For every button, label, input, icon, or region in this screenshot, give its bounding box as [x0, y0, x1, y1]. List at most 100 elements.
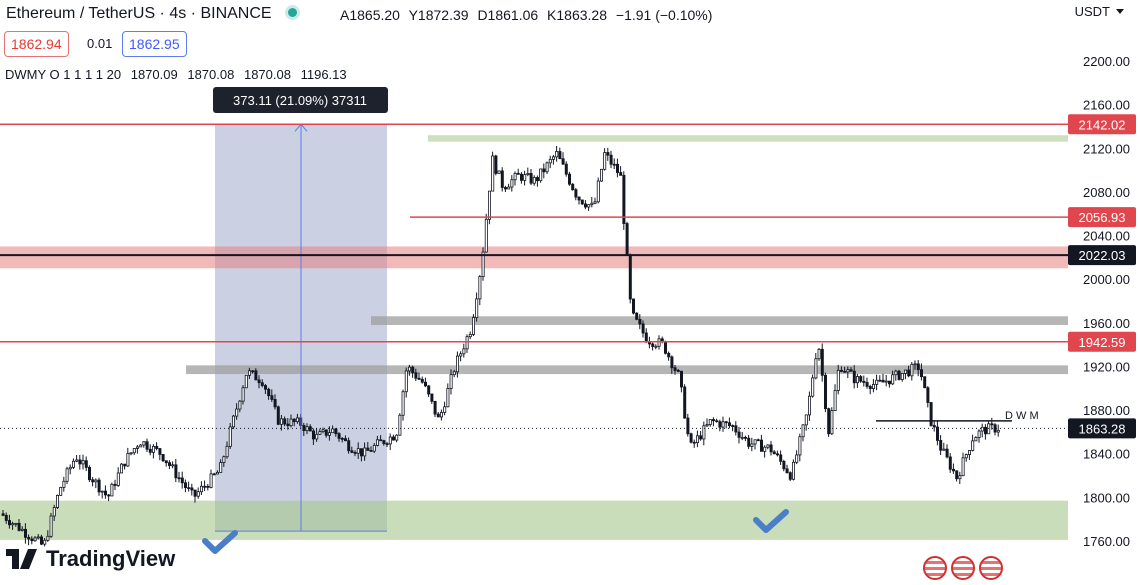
candle-body — [49, 515, 53, 537]
candle-body — [856, 376, 860, 384]
zone-red — [0, 246, 1068, 269]
sell-button[interactable]: 1862.94 — [4, 31, 69, 57]
candle-body — [782, 460, 786, 470]
candle-body — [916, 363, 920, 371]
candle-body — [327, 432, 331, 436]
zone-gray — [371, 316, 1068, 325]
candle-body — [683, 386, 687, 419]
candle-body — [177, 477, 181, 480]
candle-body — [702, 425, 706, 440]
candle-body — [705, 424, 709, 427]
candle-body — [209, 473, 213, 488]
candle-body — [420, 378, 424, 383]
candle-body — [475, 298, 479, 318]
candle-body — [311, 430, 315, 440]
candle-body — [929, 402, 933, 426]
candle-body — [513, 172, 517, 181]
tradingview-logo[interactable]: TradingView — [6, 546, 175, 572]
candle-body — [696, 435, 700, 444]
candle-body — [587, 204, 591, 208]
buy-button[interactable]: 1862.95 — [122, 31, 187, 57]
candle-body — [427, 385, 431, 395]
candle-body — [872, 383, 876, 389]
candle-body — [382, 440, 386, 445]
price-tick: 1760.00 — [1083, 534, 1130, 549]
candle-body — [183, 482, 187, 489]
candle-body — [651, 343, 655, 347]
candle-body — [728, 422, 732, 426]
candle-body — [487, 190, 491, 220]
candle-body — [584, 203, 588, 208]
candle-body — [251, 370, 255, 373]
candle-body — [852, 370, 856, 384]
candle-body — [52, 507, 56, 517]
candle-body — [254, 370, 258, 381]
us-flag-icon[interactable] — [951, 556, 975, 580]
candle-body — [968, 450, 972, 455]
candle-body — [801, 424, 805, 438]
candle-body — [126, 453, 130, 467]
candle-body — [190, 487, 194, 491]
market-status-icon — [287, 8, 297, 17]
us-flag-icon[interactable] — [923, 556, 947, 580]
candle-body — [833, 390, 837, 411]
candle-body — [913, 363, 917, 366]
candle-body — [763, 446, 767, 452]
candle-body — [388, 436, 392, 445]
candle-body — [366, 447, 370, 451]
candle-body — [526, 173, 530, 176]
candle-body — [94, 479, 98, 483]
candle-body — [203, 485, 207, 488]
candle-body — [747, 437, 751, 447]
currency-selector[interactable]: USDT — [1075, 4, 1124, 19]
candle-body — [91, 479, 95, 483]
us-flag-icon[interactable] — [979, 556, 1003, 580]
candle-body — [507, 186, 511, 190]
candle-body — [577, 196, 581, 201]
price-axis — [1068, 0, 1140, 576]
zone-green — [428, 135, 1068, 142]
ohlc-values: A1865.20 Y1872.39 D1861.06 K1863.28 −1.9… — [340, 7, 717, 23]
candle-body — [958, 475, 962, 480]
candle-body — [804, 414, 808, 426]
candle-body — [107, 494, 111, 497]
candle-body — [660, 338, 664, 342]
candle-body — [33, 537, 37, 542]
price-label — [1068, 207, 1136, 228]
candle-body — [708, 419, 712, 425]
candle-body — [132, 448, 136, 454]
candle-body — [817, 348, 821, 360]
candle-body — [231, 415, 235, 428]
tradingview-wordmark: TradingView — [46, 546, 176, 571]
candle-body — [603, 152, 607, 170]
candle-body — [542, 168, 546, 173]
price-label — [1068, 331, 1136, 352]
candle-body — [116, 472, 120, 486]
price-tick: 2200.00 — [1083, 54, 1130, 69]
candle-body — [625, 223, 629, 256]
candle-body — [215, 471, 219, 475]
candle-body — [840, 369, 844, 372]
candle-body — [977, 430, 981, 438]
economic-events[interactable] — [923, 556, 1007, 585]
candle-body — [468, 334, 472, 338]
indicator-legend[interactable]: DWMY O 1 1 1 1 20 1870.09 1870.08 1870.0… — [5, 67, 353, 82]
candle-body — [318, 431, 322, 435]
candle-body — [40, 536, 44, 545]
candle-body — [247, 370, 251, 376]
candle-body — [536, 177, 540, 182]
dwm-label: D W M — [1005, 410, 1039, 422]
candle-body — [737, 431, 741, 438]
candle-body — [459, 353, 463, 357]
candle-body — [628, 254, 632, 300]
candle-body — [228, 426, 232, 447]
candle-body — [411, 366, 415, 374]
candle-body — [568, 173, 572, 185]
candle-body — [167, 462, 171, 466]
candle-body — [580, 199, 584, 205]
candle-body — [980, 426, 984, 432]
candle-body — [68, 466, 72, 470]
symbol-title[interactable]: Ethereum / TetherUS · 4s · BINANCE — [6, 5, 272, 22]
measure-tooltip — [213, 87, 388, 113]
